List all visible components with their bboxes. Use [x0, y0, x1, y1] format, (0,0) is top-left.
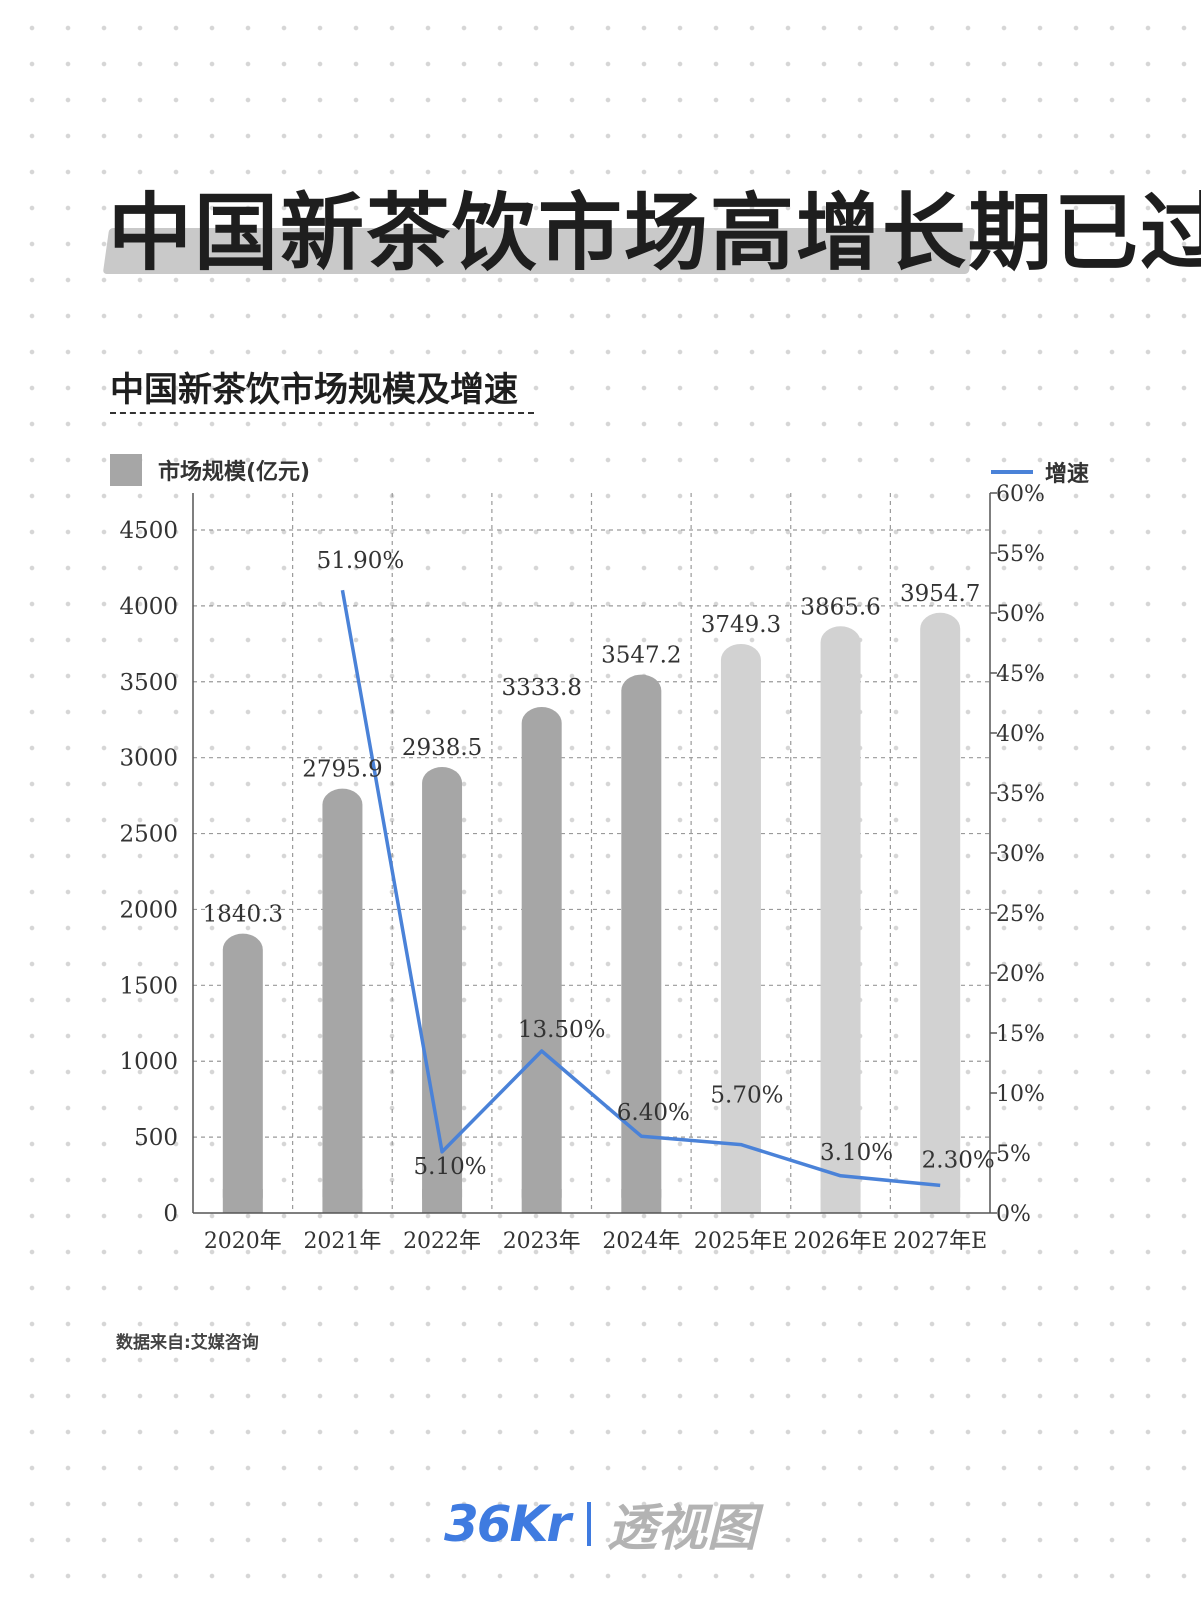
legend-line-swatch [990, 470, 1033, 474]
y-right-tick-label: 5% [996, 1142, 1031, 1167]
y-left-tick-label: 4000 [119, 594, 178, 620]
y-right-tick-label: 35% [996, 782, 1045, 807]
y-right-tick-label: 10% [996, 1082, 1045, 1107]
growth-value-label: 5.10% [414, 1154, 487, 1180]
axes: 0 500 1000 1500 2000 2500 3000 3500 4000 4500 0% 5%… [119, 482, 1044, 1254]
bar [720, 643, 761, 1213]
chart-title-underline [110, 412, 534, 414]
bar-base [422, 1189, 463, 1213]
bar-base [521, 1189, 562, 1213]
growth-value-label: 2.30% [922, 1147, 995, 1173]
legend-line-label: 增速 [1044, 462, 1089, 487]
y-left-tick-label: 1500 [119, 973, 178, 999]
growth-line-path [340, 589, 941, 1188]
y-left-tick-label: 0 [163, 1201, 178, 1227]
growth-value-label: 51.90% [317, 548, 405, 574]
data-source-note: 数据来自:艾媒咨询 [116, 1333, 259, 1353]
data-labels: 1840.3 2795.9 2938.5 3333.8 3547.2 3749.3 3865… [203, 548, 995, 1180]
bar-base [322, 1189, 363, 1213]
y-right-tick-label: 40% [996, 722, 1045, 747]
bar-base [820, 1189, 861, 1213]
chart-title: 中国新茶饮市场规模及增速 [110, 370, 518, 410]
bar [920, 612, 961, 1213]
x-category-label: 2021年 [303, 1229, 381, 1254]
y-left-tick-label: 2000 [119, 897, 178, 923]
y-right-tick-label: 55% [996, 542, 1045, 567]
bars [222, 612, 961, 1213]
y-left-tick-label: 4500 [119, 518, 178, 544]
x-category-label: 2025年E [694, 1229, 788, 1254]
y-right-tick-label: 25% [996, 902, 1045, 927]
y-left-tick-label: 3500 [119, 670, 178, 696]
bar [820, 626, 861, 1213]
bar [521, 707, 562, 1213]
product-name: 透视图 [606, 1499, 757, 1557]
y-left-tick-label: 1000 [119, 1049, 178, 1075]
y-right-tick-label: 20% [996, 962, 1045, 987]
legend-bar-swatch [110, 454, 142, 486]
y-right-tick-label: 60% [996, 482, 1045, 507]
growth-value-label: 13.50% [518, 1017, 606, 1043]
y-left-tick-label: 3000 [119, 746, 178, 772]
bar-base [720, 1189, 761, 1213]
bar-value-label: 2938.5 [402, 735, 482, 761]
bar-value-label: 3333.8 [501, 675, 581, 701]
bar [222, 933, 263, 1213]
bar-base [222, 1189, 263, 1213]
y-left-tick-label: 2500 [119, 822, 178, 848]
y-right-tick-label: 30% [996, 842, 1045, 867]
x-category-label: 2024年 [602, 1229, 680, 1254]
x-category-label: 2027年E [893, 1229, 987, 1254]
legend-line-series: 增速 [990, 456, 1089, 488]
bar [322, 788, 363, 1213]
growth-value-label: 5.70% [710, 1083, 783, 1109]
bar-base [621, 1189, 662, 1213]
bar-value-label: 2795.9 [302, 757, 382, 783]
bar-value-label: 3749.3 [701, 612, 781, 638]
bar-base [920, 1189, 961, 1213]
bar-value-label: 3865.6 [800, 594, 880, 620]
bar-value-label: 3547.2 [601, 643, 681, 669]
bar [621, 674, 662, 1213]
growth-line [340, 589, 941, 1188]
y-right-tick-label: 15% [996, 1022, 1045, 1047]
legend-bar-label: 市场规模(亿元) [158, 460, 311, 485]
x-category-label: 2023年 [503, 1229, 581, 1254]
y-left-tick-label: 500 [134, 1125, 178, 1151]
bar-value-label: 3954.7 [900, 581, 980, 607]
growth-value-label: 6.40% [617, 1100, 690, 1126]
y-right-tick-label: 45% [996, 662, 1045, 687]
y-right-tick-label: 0% [996, 1202, 1031, 1227]
bar-value-label: 1840.3 [203, 902, 283, 928]
x-category-label: 2026年E [794, 1229, 888, 1254]
legend-bar-series: 市场规模(亿元) [110, 454, 310, 486]
brand-logo-text: 36Kr [444, 1495, 571, 1553]
y-right-tick-label: 50% [996, 602, 1045, 627]
page-title: 中国新茶饮市场高增长期已过 [108, 184, 1201, 282]
growth-value-label: 3.10% [820, 1140, 893, 1166]
brand-logo: 36Kr 透视图 [0, 1488, 1201, 1560]
x-category-label: 2020年 [204, 1229, 282, 1254]
logo-divider [586, 1502, 591, 1546]
x-category-label: 2022年 [403, 1229, 481, 1254]
